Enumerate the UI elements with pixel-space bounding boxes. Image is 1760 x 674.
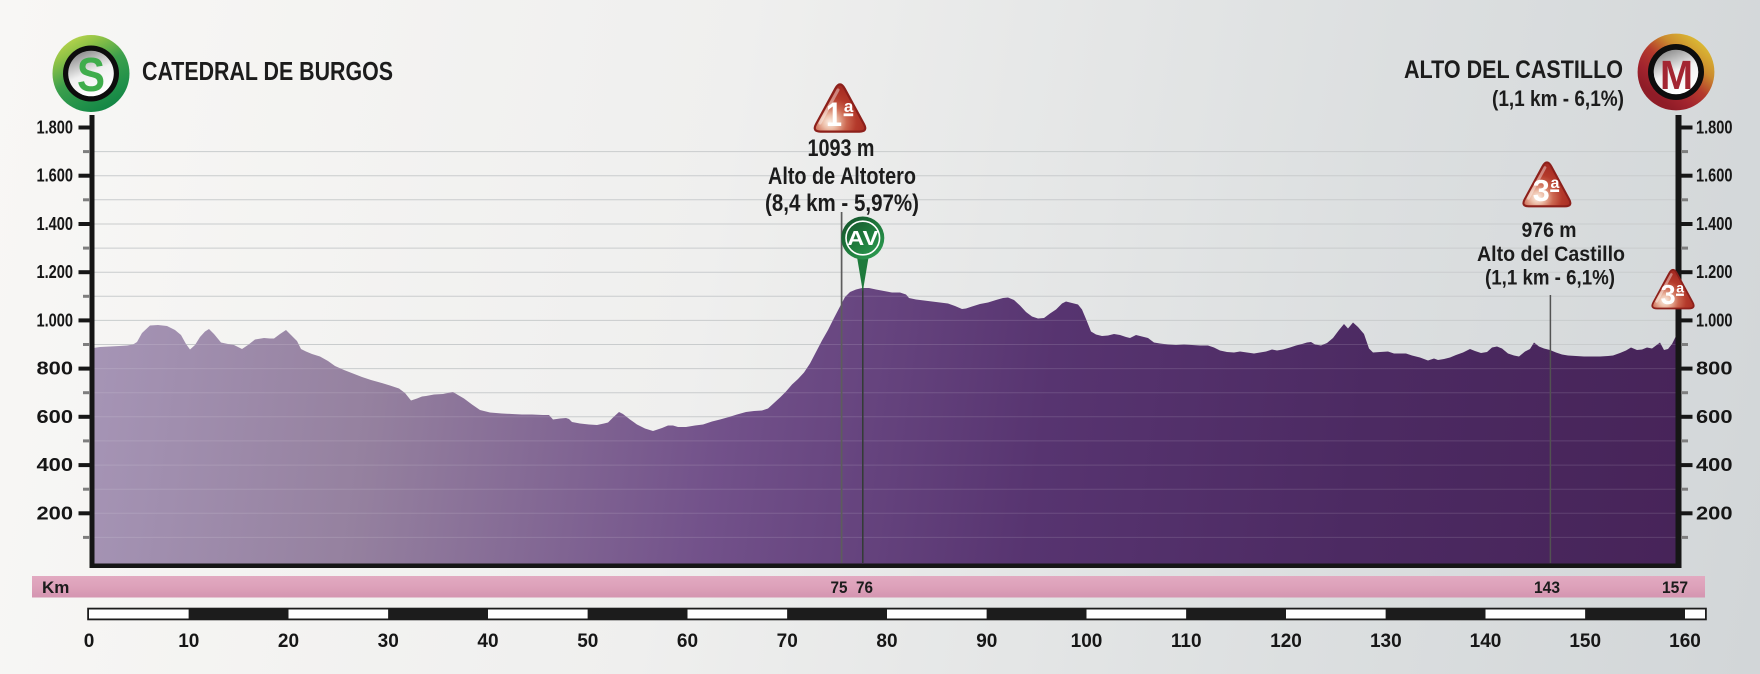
svg-text:110: 110 [1171, 631, 1202, 652]
svg-text:80: 80 [876, 631, 897, 652]
svg-text:1.800: 1.800 [1696, 118, 1733, 138]
svg-text:157: 157 [1662, 578, 1688, 597]
svg-text:a: a [844, 97, 854, 116]
svg-text:1.400: 1.400 [1696, 214, 1733, 234]
svg-text:CATEDRAL DE BURGOS: CATEDRAL DE BURGOS [142, 56, 393, 86]
svg-text:1.200: 1.200 [37, 262, 74, 282]
svg-text:143: 143 [1534, 578, 1560, 597]
svg-text:76: 76 [856, 578, 873, 597]
svg-text:Alto del Castillo: Alto del Castillo [1477, 243, 1625, 266]
svg-text:60: 60 [677, 631, 698, 652]
svg-text:400: 400 [1696, 455, 1733, 475]
svg-text:(1,1 km - 6,1%): (1,1 km - 6,1%) [1492, 86, 1624, 111]
svg-text:400: 400 [37, 455, 74, 475]
svg-text:800: 800 [1696, 359, 1733, 379]
svg-text:1.000: 1.000 [1696, 310, 1733, 330]
svg-text:200: 200 [37, 503, 74, 523]
svg-text:130: 130 [1370, 631, 1402, 652]
svg-text:200: 200 [1696, 503, 1733, 523]
svg-text:600: 600 [1696, 407, 1733, 427]
svg-text:1093 m: 1093 m [808, 135, 875, 162]
svg-text:3: 3 [1661, 279, 1676, 310]
svg-text:600: 600 [37, 407, 74, 427]
svg-text:75: 75 [831, 578, 848, 597]
svg-text:800: 800 [37, 359, 74, 379]
svg-text:120: 120 [1270, 631, 1302, 652]
svg-text:1.400: 1.400 [37, 214, 74, 234]
svg-text:40: 40 [477, 631, 498, 652]
svg-text:a: a [1676, 279, 1684, 295]
svg-text:160: 160 [1669, 631, 1701, 652]
svg-text:100: 100 [1071, 631, 1103, 652]
svg-text:10: 10 [178, 631, 199, 652]
svg-text:ALTO DEL CASTILLO: ALTO DEL CASTILLO [1404, 56, 1623, 84]
svg-text:(1,1 km - 6,1%): (1,1 km - 6,1%) [1485, 267, 1615, 290]
svg-text:70: 70 [777, 631, 798, 652]
svg-text:1.800: 1.800 [37, 118, 74, 138]
svg-text:50: 50 [577, 631, 598, 652]
svg-text:AV: AV [847, 228, 879, 250]
svg-text:M: M [1660, 52, 1693, 98]
svg-text:1: 1 [826, 96, 842, 134]
svg-text:1.600: 1.600 [1696, 166, 1733, 186]
svg-text:a: a [1550, 175, 1559, 192]
svg-text:S: S [77, 49, 105, 102]
svg-text:90: 90 [976, 631, 997, 652]
svg-text:20: 20 [278, 631, 299, 652]
svg-text:150: 150 [1569, 631, 1601, 652]
svg-text:(8,4 km - 5,97%): (8,4 km - 5,97%) [765, 190, 919, 217]
svg-text:1.200: 1.200 [1696, 262, 1733, 282]
svg-text:30: 30 [378, 631, 399, 652]
svg-text:Alto de Altotero: Alto de Altotero [768, 163, 916, 190]
svg-text:1.600: 1.600 [37, 166, 74, 186]
svg-text:1.000: 1.000 [37, 310, 74, 330]
svg-text:976 m: 976 m [1522, 219, 1577, 242]
svg-text:Km: Km [42, 578, 69, 597]
svg-text:140: 140 [1470, 631, 1502, 652]
svg-text:3: 3 [1533, 173, 1550, 208]
svg-text:0: 0 [84, 631, 95, 652]
